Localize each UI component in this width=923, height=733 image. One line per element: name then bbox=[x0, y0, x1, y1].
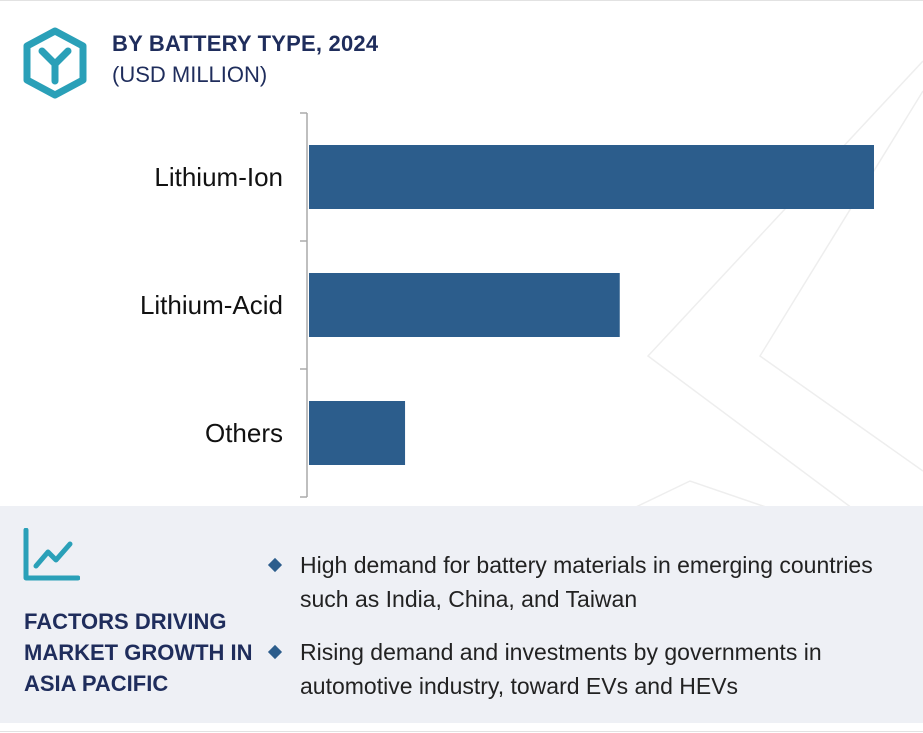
bar-others bbox=[309, 401, 406, 465]
category-label: Lithium-Acid bbox=[140, 290, 283, 320]
diamond-bullet-icon bbox=[267, 557, 283, 573]
chart-subtitle: (USD MILLION) bbox=[112, 62, 268, 87]
bar-lithium-ion bbox=[309, 145, 874, 209]
factors-panel: FACTORS DRIVING MARKET GROWTH IN ASIA PA… bbox=[0, 506, 923, 723]
factor-bullet: High demand for battery materials in eme… bbox=[267, 548, 890, 616]
factor-text: High demand for battery materials in eme… bbox=[300, 552, 873, 612]
line-chart-icon bbox=[23, 528, 80, 581]
category-label: Lithium-Ion bbox=[154, 162, 283, 192]
battery-type-bar-chart: Lithium-Ion Lithium-Acid Others bbox=[140, 112, 874, 498]
hexagon-y-logo-icon bbox=[23, 27, 87, 99]
factor-bullet: Rising demand and investments by governm… bbox=[267, 635, 890, 703]
chart-title: BY BATTERY TYPE, 2024 bbox=[112, 31, 379, 56]
bar-lithium-acid bbox=[309, 273, 620, 337]
category-label: Others bbox=[205, 418, 283, 448]
diamond-bullet-icon bbox=[267, 644, 283, 660]
factors-title: FACTORS DRIVING MARKET GROWTH IN ASIA PA… bbox=[24, 609, 253, 696]
factor-text: Rising demand and investments by governm… bbox=[300, 639, 822, 699]
